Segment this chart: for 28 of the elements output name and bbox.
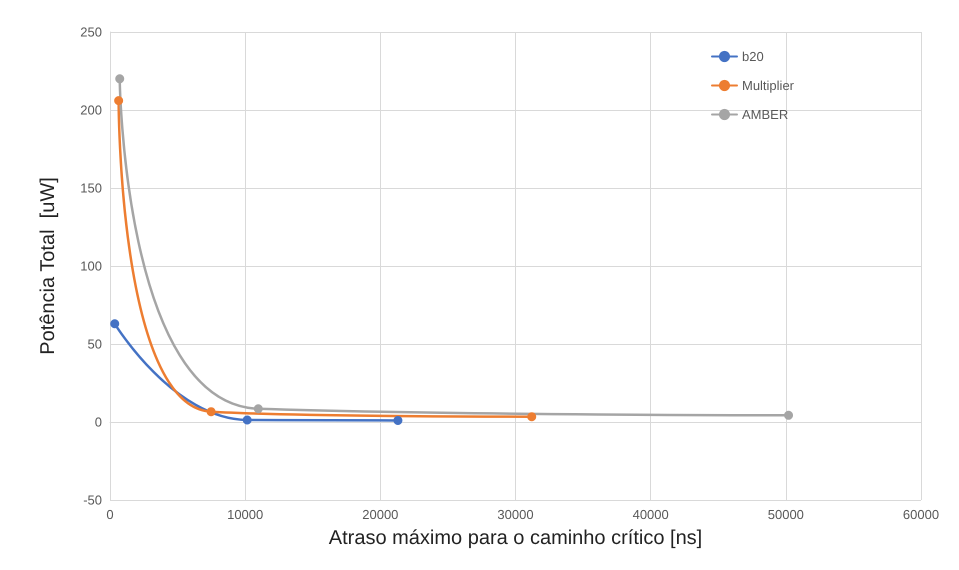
point	[110, 319, 120, 328]
point	[114, 96, 124, 106]
x-tick-label: 0	[106, 507, 114, 522]
y-tick-label: 150	[80, 180, 102, 196]
y-tick-label: 0	[94, 414, 102, 430]
y-tick-label: 50	[88, 336, 102, 352]
x-axis-title: Atraso máximo para o caminho crítico [ns]	[328, 527, 702, 549]
x-tick-label: 20000	[362, 507, 398, 522]
legend-label: b20	[742, 49, 764, 64]
point	[784, 410, 794, 420]
point	[242, 415, 252, 424]
x-tick-label: 30000	[497, 507, 534, 522]
x-tick-label: 40000	[632, 507, 669, 522]
point	[115, 74, 124, 84]
legend-label: AMBER	[742, 107, 788, 122]
point	[527, 412, 536, 422]
legend-label: Multiplier	[742, 78, 795, 93]
y-tick-label: 200	[80, 102, 102, 118]
y-tick-label: -50	[83, 492, 102, 508]
point	[206, 407, 216, 416]
point	[393, 416, 402, 425]
y-axis-title: Potência Total [uW]	[37, 177, 59, 355]
x-tick-label: 50000	[768, 507, 804, 522]
y-tick-label: 100	[80, 258, 102, 274]
point	[254, 404, 263, 414]
y-tick-label: 250	[80, 24, 102, 40]
x-tick-label: 10000	[227, 507, 264, 522]
x-tick-label: 60000	[902, 507, 940, 522]
